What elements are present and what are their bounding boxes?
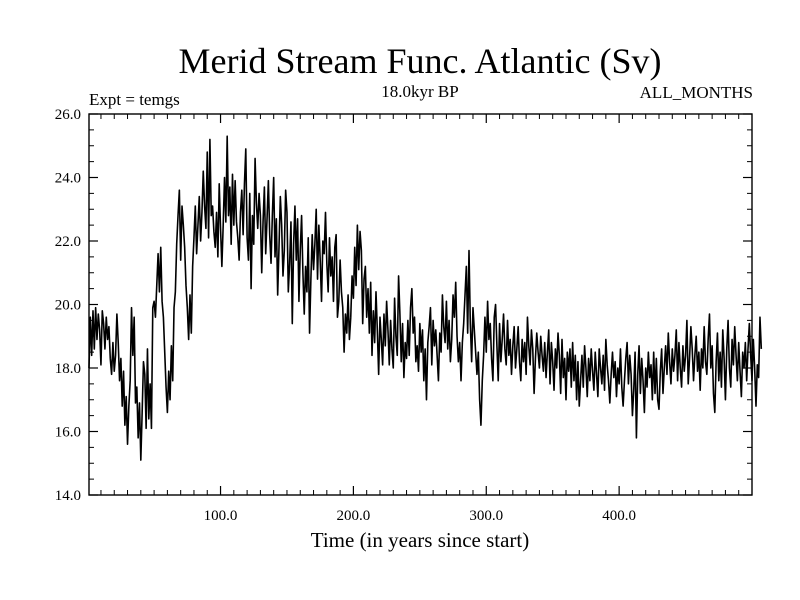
plot-frame [88,113,753,496]
chart-title: Merid Stream Func. Atlantic (Sv) [179,41,662,81]
subtitle-months: ALL_MONTHS [640,83,753,102]
y-axis: 14.0 16.0 18.0 20.0 22.0 24.0 26.0 [55,107,752,504]
x-tick-label: 100.0 [204,508,238,524]
y-tick-label: 22.0 [55,234,81,250]
x-tick-label: 400.0 [602,508,636,524]
y-tick-label: 18.0 [55,361,81,377]
x-axis: 100.0 200.0 300.0 400.0 [100,114,740,524]
x-tick-label: 300.0 [469,508,503,524]
subtitle-period: 18.0kyr BP [381,82,458,101]
y-tick-label: 26.0 [55,107,81,123]
x-axis-label: Time (in years since start) [311,528,530,552]
series-line-merid-stream-func [88,135,763,461]
subtitle-experiment: Expt = temgs [89,90,180,109]
y-tick-label: 16.0 [55,425,81,441]
y-tick-label: 24.0 [55,171,81,187]
y-tick-label: 14.0 [55,488,81,504]
y-tick-label: 20.0 [55,298,81,314]
x-tick-label: 200.0 [337,508,371,524]
